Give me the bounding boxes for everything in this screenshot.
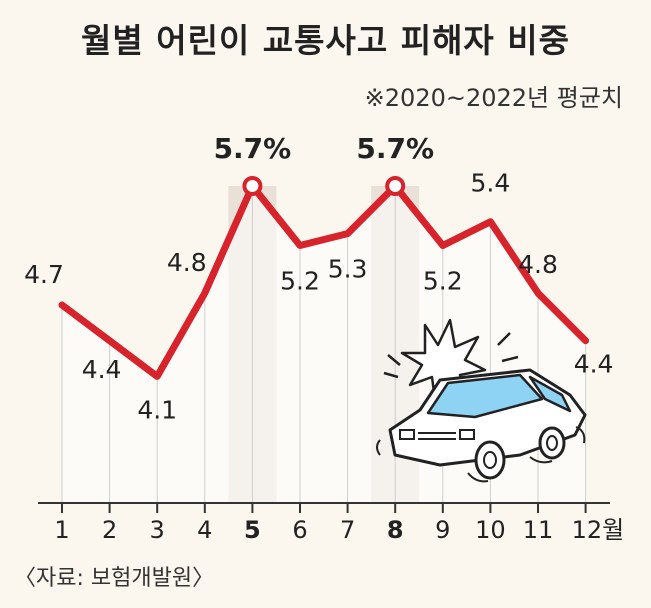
x-tick-label-2: 2 — [102, 516, 117, 544]
value-label-7: 5.3 — [328, 255, 368, 284]
series-line — [58, 182, 590, 380]
value-label-1: 4.7 — [24, 260, 64, 289]
x-tick-label-9: 9 — [435, 516, 450, 544]
value-label-2: 4.4 — [82, 355, 122, 384]
x-tick-label-8: 8 — [387, 516, 404, 544]
value-label-10: 5.4 — [471, 169, 511, 198]
x-axis-ticks — [61, 503, 587, 513]
x-tick-label-12: 12월 — [572, 516, 625, 544]
x-tick-label-3: 3 — [150, 516, 165, 544]
value-label-12: 4.4 — [574, 350, 614, 379]
value-label-3: 4.1 — [137, 395, 177, 424]
x-tick-label-11: 11 — [523, 516, 554, 544]
value-label-9: 5.2 — [423, 267, 463, 296]
x-tick-label-4: 4 — [197, 516, 212, 544]
chart-title: 월별 어린이 교통사고 피해자 비중 — [81, 21, 570, 60]
car-crash-icon — [376, 318, 587, 483]
x-axis-labels: 1 2 3 4 5 6 7 8 9 10 11 12월 — [54, 516, 624, 544]
x-tick-label-6: 6 — [292, 516, 307, 544]
value-label-4: 4.8 — [167, 248, 207, 277]
peak-marker-5 — [242, 176, 263, 196]
highlight-markers — [242, 176, 406, 196]
x-tick-label-7: 7 — [340, 516, 355, 544]
value-label-8: 5.7% — [356, 132, 434, 165]
value-label-6: 5.2 — [280, 267, 320, 296]
x-tick-label-5: 5 — [244, 516, 261, 544]
x-tick-label-1: 1 — [54, 516, 69, 544]
source-note: 〈자료: 보험개발원〉 — [14, 566, 215, 591]
value-label-5: 5.7% — [214, 132, 292, 165]
peak-marker-8 — [385, 176, 406, 196]
chart-subtitle: ※2020~2022년 평균치 — [364, 84, 623, 112]
data-labels: 4.7 4.4 4.1 4.8 5.7% 5.2 5.3 5.7% 5.2 5.4 4.8 4.4 — [24, 132, 613, 424]
value-label-11: 4.8 — [518, 250, 558, 279]
x-tick-label-10: 10 — [475, 516, 506, 544]
